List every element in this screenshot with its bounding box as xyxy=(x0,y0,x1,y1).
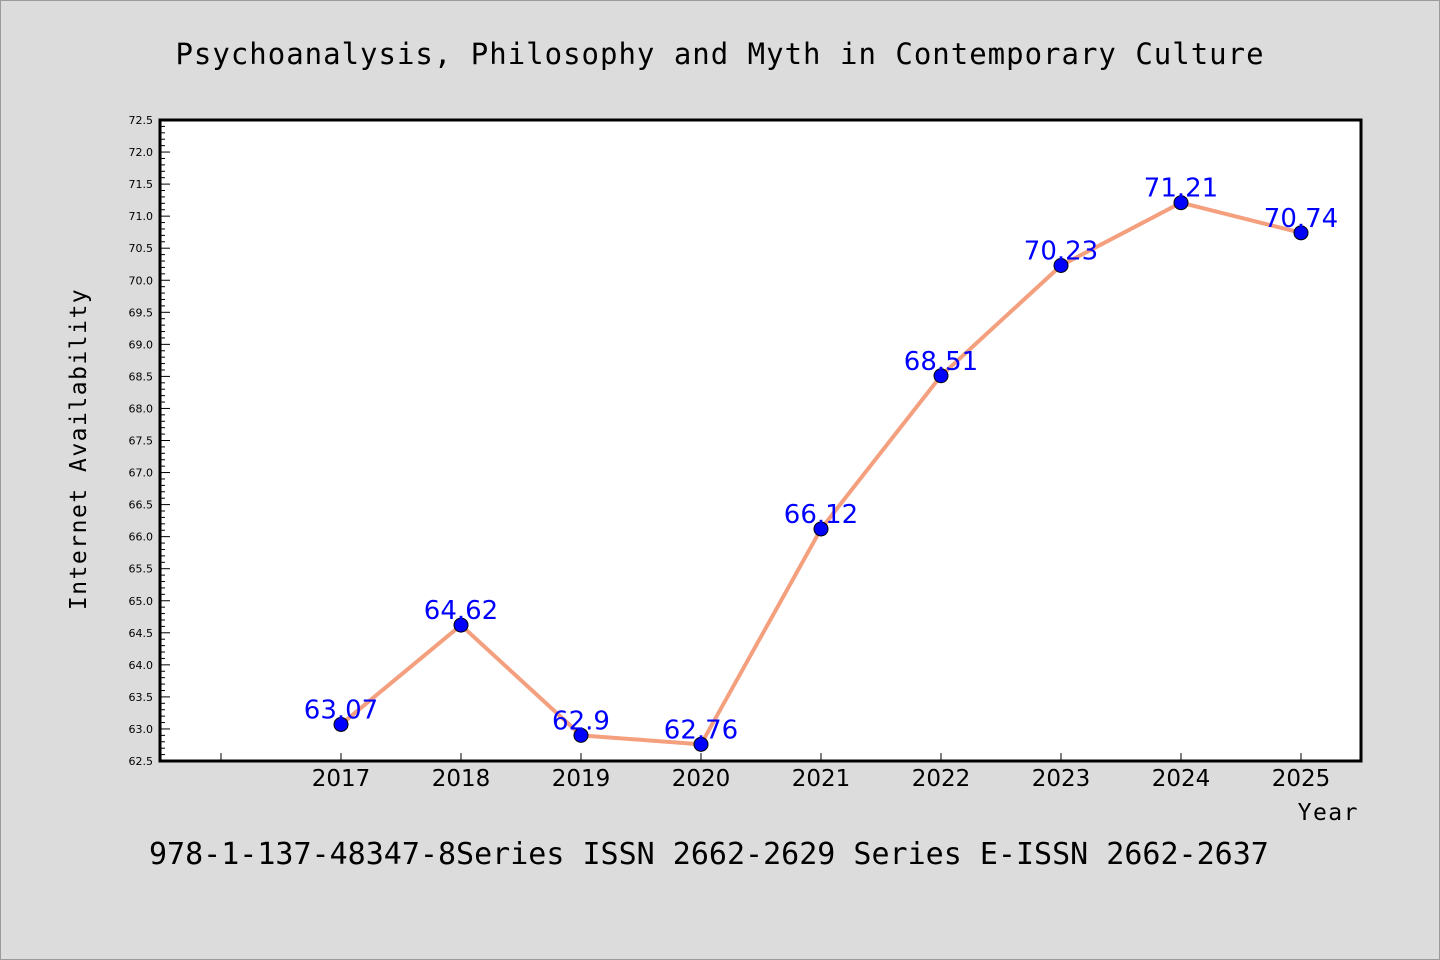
data-point xyxy=(333,716,349,732)
y-tick-label: 72.0 xyxy=(129,146,154,159)
y-tick-label: 66.0 xyxy=(129,531,154,544)
data-point xyxy=(453,617,469,633)
y-tick-label: 70.0 xyxy=(129,274,154,287)
x-tick-label: 2024 xyxy=(1152,766,1211,792)
data-label: 68.51 xyxy=(904,347,978,377)
data-point xyxy=(1053,258,1069,274)
y-tick-label: 62.5 xyxy=(129,755,154,768)
x-tick-label: 2017 xyxy=(312,766,371,792)
data-point xyxy=(933,368,949,384)
y-axis-label: Internet Availability xyxy=(66,288,92,610)
y-tick-label: 66.5 xyxy=(129,499,154,512)
y-tick-label: 71.0 xyxy=(129,210,154,223)
data-label: 70.74 xyxy=(1264,204,1338,234)
footer-text: 978-1-137-48347-8Series ISSN 2662-2629 S… xyxy=(149,837,1269,872)
y-axis-ticks: 62.5 63.0 63.5 64.0 64.5 65.0 65.5 66.0 66.5 67.0… xyxy=(129,114,170,768)
y-tick-label: 68.0 xyxy=(129,402,154,415)
data-label: 66.12 xyxy=(784,500,858,530)
x-tick-label: 2021 xyxy=(792,766,851,792)
y-tick-label: 68.5 xyxy=(129,370,154,383)
y-tick-label: 69.5 xyxy=(129,306,154,319)
x-tick-label: 2019 xyxy=(552,766,611,792)
data-label: 70.23 xyxy=(1024,237,1098,267)
y-tick-label: 64.5 xyxy=(129,627,154,640)
y-tick-label: 69.0 xyxy=(129,338,154,351)
data-label: 64.62 xyxy=(424,596,498,626)
plot-area xyxy=(158,118,1363,763)
data-label: 62.9 xyxy=(552,706,610,736)
data-point xyxy=(573,727,589,743)
data-point xyxy=(693,736,709,752)
y-tick-label: 72.5 xyxy=(129,114,154,127)
y-tick-label: 70.5 xyxy=(129,242,154,255)
x-tick-label: 2025 xyxy=(1272,766,1331,792)
x-axis-ticks: 2017 2018 2019 2020 2021 2022 2023 2024 2025 xyxy=(220,753,1331,792)
y-tick-label: 67.5 xyxy=(129,435,154,448)
data-point xyxy=(1173,195,1189,211)
data-label: 71.21 xyxy=(1144,174,1218,204)
chart-title: Psychoanalysis, Philosophy and Myth in C… xyxy=(175,37,1264,71)
data-point xyxy=(813,521,829,537)
data-label: 63.07 xyxy=(304,695,378,725)
data-labels-group: 63.07 64.62 62.9 62.76 66.12 68.51 70.23 71.21 7… xyxy=(304,174,1338,746)
y-tick-label: 65.0 xyxy=(129,595,154,608)
y-tick-label: 71.5 xyxy=(129,178,154,191)
x-tick-label: 2023 xyxy=(1032,766,1091,792)
x-tick-label: 2022 xyxy=(912,766,971,792)
y-tick-label: 63.0 xyxy=(129,723,154,736)
y-tick-label: 63.5 xyxy=(129,691,154,704)
y-tick-label: 67.0 xyxy=(129,467,154,480)
x-axis-label: Year xyxy=(1298,800,1359,826)
x-tick-label: 2018 xyxy=(432,766,491,792)
data-point xyxy=(1293,225,1309,241)
series-points-group xyxy=(333,195,1309,752)
y-tick-label: 64.0 xyxy=(129,659,154,672)
data-label: 62.76 xyxy=(664,715,738,745)
y-tick-label: 65.5 xyxy=(129,563,154,576)
x-tick-label: 2020 xyxy=(672,766,731,792)
